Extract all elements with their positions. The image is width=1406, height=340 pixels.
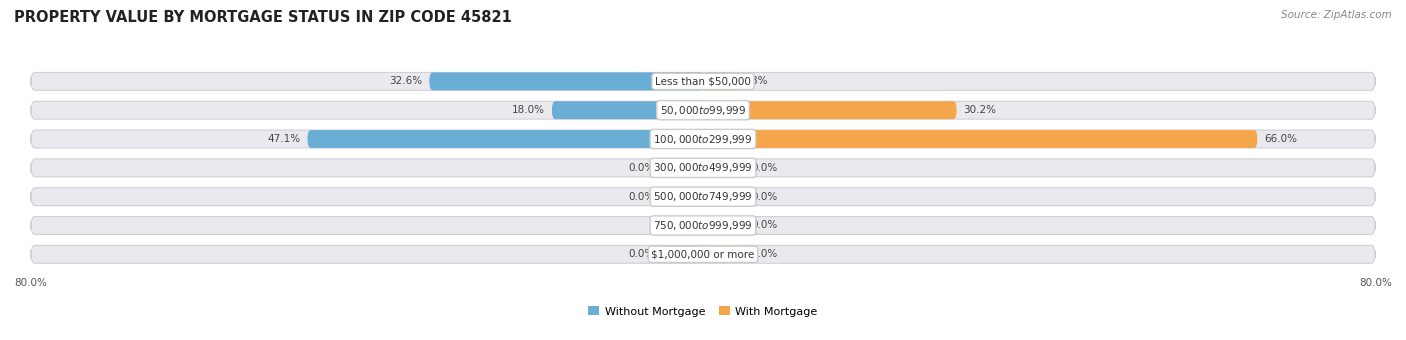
Text: 0.0%: 0.0%: [752, 220, 778, 231]
Text: 0.0%: 0.0%: [628, 249, 654, 259]
Text: $100,000 to $299,999: $100,000 to $299,999: [654, 133, 752, 146]
FancyBboxPatch shape: [661, 188, 703, 206]
FancyBboxPatch shape: [31, 217, 1375, 234]
Text: 66.0%: 66.0%: [1264, 134, 1298, 144]
FancyBboxPatch shape: [703, 245, 745, 263]
FancyBboxPatch shape: [31, 101, 1375, 119]
Text: PROPERTY VALUE BY MORTGAGE STATUS IN ZIP CODE 45821: PROPERTY VALUE BY MORTGAGE STATUS IN ZIP…: [14, 10, 512, 25]
FancyBboxPatch shape: [31, 130, 1375, 148]
Text: 0.0%: 0.0%: [752, 192, 778, 202]
Text: 2.3%: 2.3%: [651, 220, 676, 231]
Text: 0.0%: 0.0%: [752, 163, 778, 173]
Text: 80.0%: 80.0%: [1360, 278, 1392, 288]
FancyBboxPatch shape: [703, 72, 735, 90]
FancyBboxPatch shape: [551, 101, 703, 119]
Text: 30.2%: 30.2%: [963, 105, 997, 115]
Text: 0.0%: 0.0%: [628, 163, 654, 173]
Text: Less than $50,000: Less than $50,000: [655, 76, 751, 86]
FancyBboxPatch shape: [683, 217, 703, 234]
Text: 47.1%: 47.1%: [267, 134, 301, 144]
Legend: Without Mortgage, With Mortgage: Without Mortgage, With Mortgage: [583, 302, 823, 321]
FancyBboxPatch shape: [31, 159, 1375, 177]
Text: 0.0%: 0.0%: [628, 192, 654, 202]
Text: Source: ZipAtlas.com: Source: ZipAtlas.com: [1281, 10, 1392, 20]
Text: 32.6%: 32.6%: [389, 76, 422, 86]
Text: $300,000 to $499,999: $300,000 to $499,999: [654, 162, 752, 174]
FancyBboxPatch shape: [703, 159, 745, 177]
Text: 18.0%: 18.0%: [512, 105, 546, 115]
FancyBboxPatch shape: [31, 72, 1375, 90]
Text: $50,000 to $99,999: $50,000 to $99,999: [659, 104, 747, 117]
FancyBboxPatch shape: [703, 101, 956, 119]
FancyBboxPatch shape: [661, 245, 703, 263]
Text: 3.8%: 3.8%: [741, 76, 768, 86]
FancyBboxPatch shape: [31, 188, 1375, 206]
FancyBboxPatch shape: [429, 72, 703, 90]
Text: $750,000 to $999,999: $750,000 to $999,999: [654, 219, 752, 232]
FancyBboxPatch shape: [703, 130, 1257, 148]
FancyBboxPatch shape: [703, 188, 745, 206]
FancyBboxPatch shape: [31, 245, 1375, 263]
FancyBboxPatch shape: [661, 159, 703, 177]
FancyBboxPatch shape: [308, 130, 703, 148]
Text: 80.0%: 80.0%: [14, 278, 46, 288]
Text: 0.0%: 0.0%: [752, 249, 778, 259]
Text: $1,000,000 or more: $1,000,000 or more: [651, 249, 755, 259]
Text: $500,000 to $749,999: $500,000 to $749,999: [654, 190, 752, 203]
FancyBboxPatch shape: [703, 217, 745, 234]
